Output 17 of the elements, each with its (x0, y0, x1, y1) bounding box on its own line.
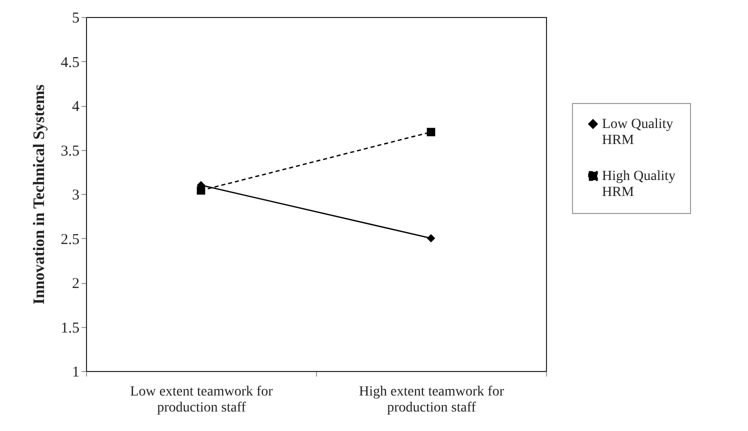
point (196, 186, 206, 195)
point (426, 128, 436, 136)
y-tick-label: 1.5 (60, 320, 80, 336)
y-tick-label: 3 (72, 188, 80, 204)
y-tick-label: 4 (72, 99, 80, 115)
point (426, 234, 436, 242)
legend-label: Low Quality HRM (602, 117, 674, 148)
y-axis-title: Innovation in Technical Systems (30, 84, 48, 305)
y-tick-label: 5 (72, 10, 80, 26)
y-tick-label: 4.5 (60, 54, 80, 71)
legend-label: High Quality HRM (602, 169, 676, 200)
x-tick-label: High extent teamwork for production staff (358, 384, 504, 416)
x-tick-label: Low extent teamwork for production staff (130, 384, 274, 416)
y-tick-label: 2.5 (60, 232, 80, 248)
y-tick-label: 1 (72, 364, 80, 380)
y-tick-label: 2 (72, 276, 80, 292)
y-tick-label: 3.5 (60, 143, 80, 160)
